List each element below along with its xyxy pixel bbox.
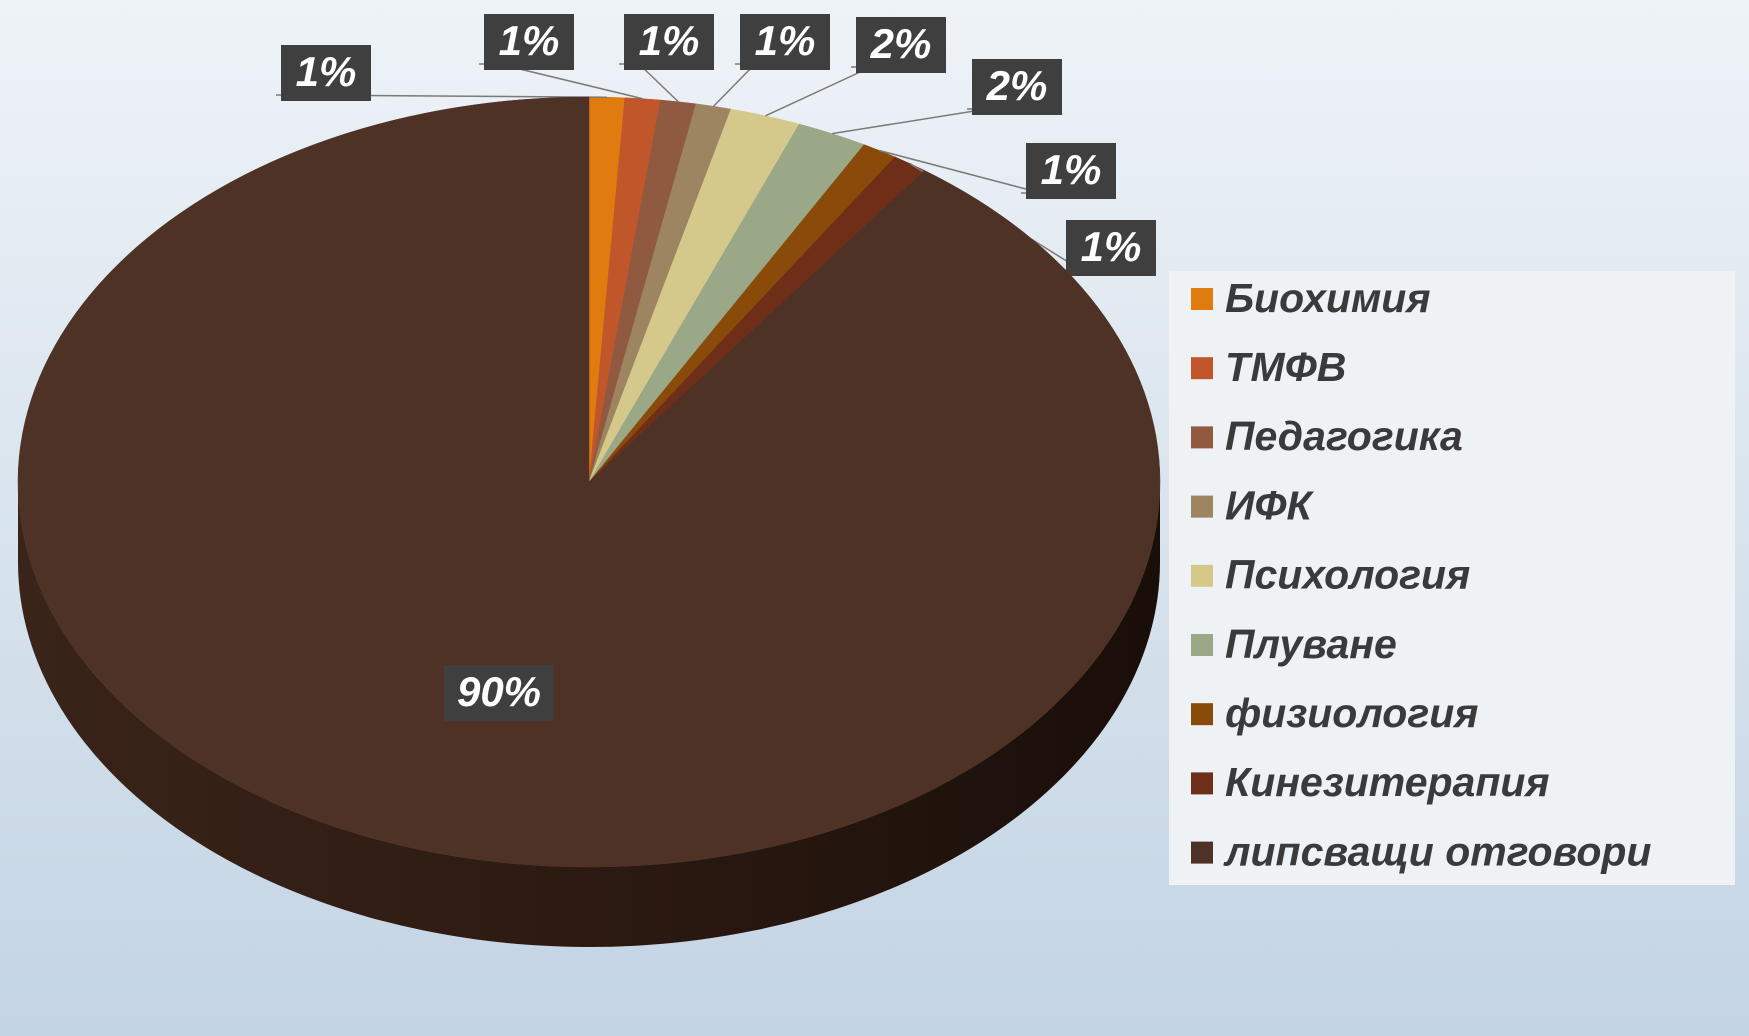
data-label-box — [624, 14, 714, 70]
legend-swatch — [1191, 841, 1213, 864]
legend-label: ТМФВ — [1225, 344, 1346, 390]
data-label-box — [740, 14, 830, 70]
pie-side — [18, 482, 1160, 947]
data-label-box — [1026, 143, 1116, 199]
legend-swatch — [1191, 426, 1213, 449]
legend-swatch — [1191, 772, 1213, 795]
legend-swatch — [1191, 357, 1213, 380]
data-label-box — [281, 45, 371, 101]
legend-label: Кинезитерапия — [1225, 759, 1550, 805]
legend-swatch — [1191, 703, 1213, 726]
legend-box — [1169, 271, 1735, 885]
data-label: 1% — [499, 17, 560, 64]
data-label: 2% — [870, 20, 932, 67]
data-label: 1% — [1081, 223, 1142, 270]
pie-slice — [17, 96, 1161, 868]
data-label-box — [444, 665, 554, 721]
data-label: 90% — [457, 668, 541, 715]
legend-label: физиология — [1225, 690, 1478, 736]
legend-swatch — [1191, 564, 1213, 587]
data-label: 1% — [639, 17, 700, 64]
legend-swatch — [1191, 634, 1213, 656]
legend-label: Плуване — [1225, 621, 1397, 667]
legend-label: Психология — [1225, 552, 1470, 598]
data-label: 1% — [296, 48, 357, 95]
legend-label: ИФК — [1225, 482, 1315, 528]
legend-label: Педагогика — [1225, 413, 1463, 459]
legend-swatch — [1191, 495, 1213, 518]
legend-label: липсващи отговори — [1223, 828, 1651, 874]
data-label-box — [1066, 220, 1156, 276]
data-label-box — [484, 14, 574, 70]
legend-label: Биохимия — [1225, 275, 1430, 321]
data-label: 2% — [986, 62, 1048, 109]
data-label-box — [856, 17, 946, 73]
data-label: 1% — [755, 17, 816, 64]
legend-swatch — [1191, 288, 1213, 310]
data-label: 1% — [1041, 146, 1102, 193]
data-label-box — [972, 59, 1062, 115]
